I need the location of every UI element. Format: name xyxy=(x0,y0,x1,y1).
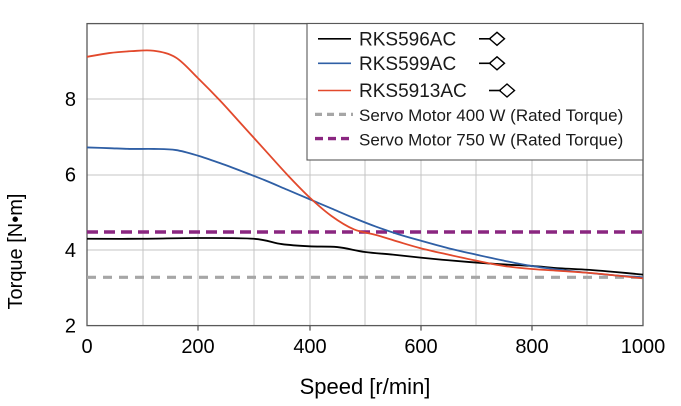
svg-text:4: 4 xyxy=(65,240,76,262)
svg-text:0: 0 xyxy=(81,336,92,358)
svg-text:RKS596AC: RKS596AC xyxy=(359,30,456,51)
svg-text:Torque [N•m]: Torque [N•m] xyxy=(5,194,27,310)
svg-text:Servo Motor 400 W (Rated Torqu: Servo Motor 400 W (Rated Torque) xyxy=(359,106,623,125)
svg-text:Speed [r/min]: Speed [r/min] xyxy=(300,374,431,399)
svg-text:2: 2 xyxy=(65,316,76,338)
svg-text:1000: 1000 xyxy=(621,336,666,358)
svg-text:RKS599AC: RKS599AC xyxy=(359,54,456,75)
svg-text:600: 600 xyxy=(404,336,437,358)
svg-text:800: 800 xyxy=(515,336,548,358)
svg-text:Servo Motor 750 W (Rated Torqu: Servo Motor 750 W (Rated Torque) xyxy=(359,130,623,149)
svg-text:200: 200 xyxy=(181,336,214,358)
svg-text:RKS5913AC: RKS5913AC xyxy=(359,81,467,102)
svg-text:6: 6 xyxy=(65,165,76,187)
svg-text:8: 8 xyxy=(65,89,76,111)
svg-text:400: 400 xyxy=(293,336,326,358)
